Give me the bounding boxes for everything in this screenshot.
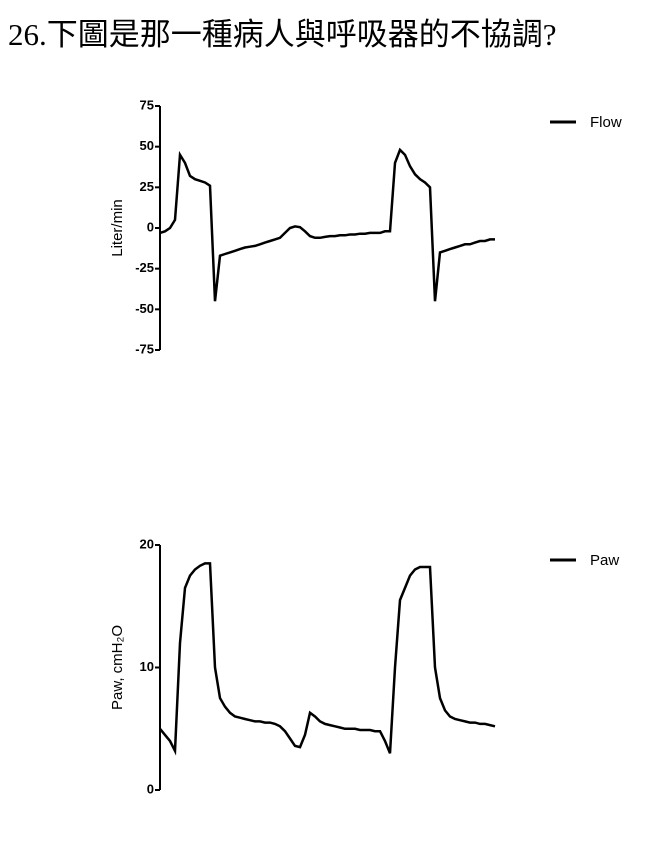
legend-label: Flow (590, 114, 622, 131)
legend-label: Paw (590, 552, 619, 569)
y-tick-label: 75 (140, 97, 154, 112)
y-tick-label: -50 (135, 301, 154, 316)
y-tick-label: -25 (135, 260, 154, 275)
y-tick-label: 25 (140, 179, 154, 194)
y-tick-label: -75 (135, 341, 154, 356)
y-tick-label: 50 (140, 138, 154, 153)
y-tick-label: 0 (147, 219, 154, 234)
y-axis-label: Paw, cmH₂O (109, 625, 126, 710)
y-tick-label: 10 (140, 659, 154, 674)
y-tick-label: 20 (140, 536, 154, 551)
line (159, 562, 496, 756)
y-tick-label: 0 (147, 781, 154, 796)
y-axis-label: Liter/min (109, 199, 126, 257)
line (159, 147, 495, 302)
title: 26.下圖是那一種病人與呼吸器的不協調? (8, 17, 557, 52)
